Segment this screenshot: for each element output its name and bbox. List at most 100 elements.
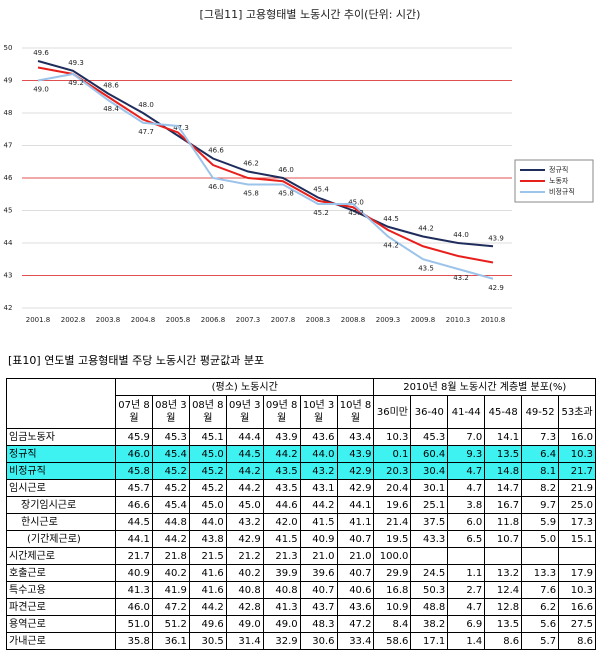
data-label: 45.2 bbox=[313, 209, 329, 217]
series-line bbox=[37, 60, 494, 248]
data-label: 45.4 bbox=[313, 186, 329, 194]
data-label: 49.3 bbox=[68, 59, 84, 67]
y-tick-label: 45 bbox=[4, 207, 13, 215]
cell: 6.9 bbox=[447, 615, 486, 633]
cell: 11.8 bbox=[484, 513, 523, 531]
cell: 50.3 bbox=[410, 581, 449, 599]
cell: 44.2 bbox=[188, 598, 227, 616]
data-label: 44.0 bbox=[453, 231, 469, 239]
cell: 4.7 bbox=[447, 479, 486, 497]
row-label: 시간제근로 bbox=[6, 547, 116, 565]
x-tick-label: 2005.8 bbox=[166, 316, 191, 324]
column-header: 10년 3월 bbox=[299, 395, 338, 429]
column-header: 36-40 bbox=[410, 395, 449, 429]
cell: 37.5 bbox=[410, 513, 449, 531]
data-label: 46.0 bbox=[208, 183, 224, 191]
cell: 21.5 bbox=[188, 547, 227, 565]
data-label: 45.2 bbox=[348, 209, 364, 217]
y-tick-label: 47 bbox=[4, 142, 13, 150]
cell: 49.0 bbox=[262, 615, 301, 633]
legend-label: 정규직 bbox=[549, 165, 568, 174]
cell: 30.5 bbox=[188, 632, 227, 650]
cell: 1.4 bbox=[447, 632, 486, 650]
cell: 45.9 bbox=[115, 428, 153, 446]
data-label: 46.0 bbox=[278, 166, 294, 174]
row-label: 파견근로 bbox=[6, 598, 116, 616]
cell: 38.2 bbox=[410, 615, 449, 633]
cell: 0.1 bbox=[373, 445, 412, 463]
x-tick-label: 2008.3 bbox=[306, 316, 331, 324]
cell: 21.0 bbox=[336, 547, 375, 565]
data-label: 48.4 bbox=[103, 105, 119, 113]
cell: 36.1 bbox=[151, 632, 190, 650]
cell: 41.6 bbox=[188, 564, 227, 582]
column-header: 07년 8월 bbox=[115, 395, 153, 429]
cell: 40.2 bbox=[225, 564, 264, 582]
row-label: 호출근로 bbox=[6, 564, 116, 582]
cell: 6.2 bbox=[521, 598, 560, 616]
cell: 13.5 bbox=[484, 615, 523, 633]
legend-label: 비정규직 bbox=[549, 187, 575, 196]
cell: 43.5 bbox=[262, 479, 301, 497]
y-tick-label: 43 bbox=[4, 272, 13, 280]
cell: 13.5 bbox=[484, 445, 523, 463]
empty-cell bbox=[447, 547, 486, 565]
cell: 44.0 bbox=[188, 513, 227, 531]
cell: 25.0 bbox=[558, 496, 596, 514]
cell: 35.8 bbox=[115, 632, 153, 650]
cell: 44.2 bbox=[225, 479, 264, 497]
data-label: 47.7 bbox=[138, 128, 154, 136]
cell: 20.4 bbox=[373, 479, 412, 497]
cell: 17.9 bbox=[558, 564, 596, 582]
cell: 45.8 bbox=[115, 462, 153, 480]
data-table: (평소) 노동시간 2010년 8월 노동시간 계층별 분포(%) 07년 8월 08… bbox=[6, 378, 596, 650]
cell: 41.1 bbox=[336, 513, 375, 531]
row-label: 비정규직 bbox=[6, 462, 116, 480]
cell: 45.3 bbox=[410, 428, 449, 446]
cell: 14.7 bbox=[484, 479, 523, 497]
cell: 33.4 bbox=[336, 632, 375, 650]
cell: 29.9 bbox=[373, 564, 412, 582]
cell: 16.0 bbox=[558, 428, 596, 446]
column-header: 09년 8월 bbox=[262, 395, 301, 429]
cell: 39.6 bbox=[299, 564, 338, 582]
data-label: 49.0 bbox=[33, 86, 49, 94]
cell: 42.9 bbox=[336, 479, 375, 497]
cell: 43.1 bbox=[299, 479, 338, 497]
cell: 40.2 bbox=[151, 564, 190, 582]
data-label: 44.2 bbox=[383, 242, 399, 250]
cell: 58.6 bbox=[373, 632, 412, 650]
cell: 8.4 bbox=[373, 615, 412, 633]
cell: 41.5 bbox=[299, 513, 338, 531]
cell: 45.1 bbox=[188, 428, 227, 446]
column-header: 53초과 bbox=[558, 395, 596, 429]
data-label: 48.6 bbox=[103, 82, 119, 90]
cell: 44.2 bbox=[225, 462, 264, 480]
cell: 40.8 bbox=[225, 581, 264, 599]
cell: 14.1 bbox=[484, 428, 523, 446]
cell: 45.4 bbox=[151, 496, 190, 514]
cell: 43.6 bbox=[336, 598, 375, 616]
x-tick-label: 2001.8 bbox=[26, 316, 51, 324]
column-header: 09년 3월 bbox=[225, 395, 264, 429]
data-label: 42.9 bbox=[488, 284, 504, 292]
cell: 8.2 bbox=[521, 479, 560, 497]
cell: 16.8 bbox=[373, 581, 412, 599]
x-tick-label: 2010.8 bbox=[481, 316, 506, 324]
cell: 21.4 bbox=[373, 513, 412, 531]
cell: 100.0 bbox=[373, 547, 412, 565]
cell: 13.2 bbox=[484, 564, 523, 582]
data-label: 47.3 bbox=[173, 124, 189, 132]
cell: 43.9 bbox=[262, 428, 301, 446]
cell: 40.9 bbox=[299, 530, 338, 548]
row-label: 한시근로 bbox=[6, 513, 116, 531]
data-label: 43.9 bbox=[488, 234, 504, 242]
group-header: 2010년 8월 노동시간 계층별 분포(%) bbox=[373, 378, 596, 396]
cell: 30.1 bbox=[410, 479, 449, 497]
y-tick-label: 44 bbox=[4, 239, 13, 247]
cell: 24.5 bbox=[410, 564, 449, 582]
x-tick-label: 2007.3 bbox=[236, 316, 261, 324]
cell: 42.9 bbox=[225, 530, 264, 548]
cell: 46.6 bbox=[115, 496, 153, 514]
data-label: 44.5 bbox=[383, 215, 399, 223]
